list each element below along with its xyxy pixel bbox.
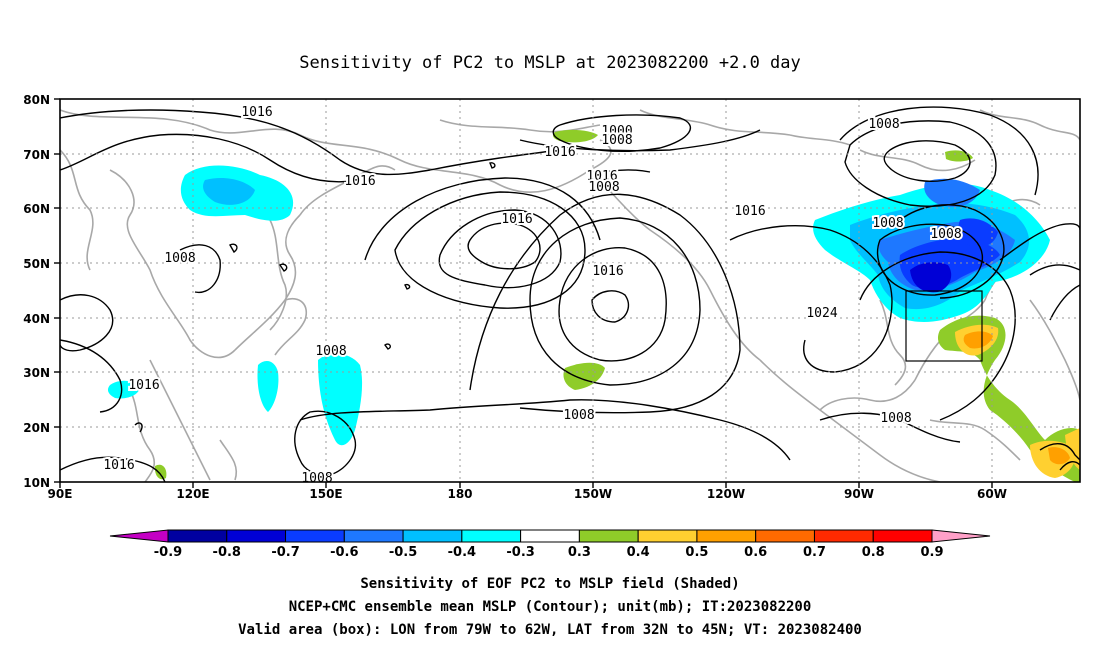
colorbar-label: -0.7 bbox=[271, 545, 299, 560]
contour-label: 1016 bbox=[241, 105, 272, 120]
longitude-labels: 90E 120E 150E 180 150W 120W 90W 60W bbox=[48, 487, 1007, 501]
contour-label: 1016 bbox=[586, 169, 617, 184]
colorbar-min-extension bbox=[109, 529, 169, 543]
colorbar-max-extension bbox=[931, 529, 991, 543]
colorbar-box bbox=[872, 529, 933, 543]
colorbar-box bbox=[285, 529, 345, 543]
colorbar-box bbox=[813, 529, 874, 543]
colorbar: -0.9 -0.8 -0.7 -0.6 -0.5 -0.4 -0.3 0.3 0.4 0.5 0.6… bbox=[109, 529, 991, 560]
contour-label: 1008 bbox=[164, 251, 195, 266]
lat-label: 70N bbox=[23, 148, 50, 162]
colorbar-box bbox=[755, 529, 815, 543]
contour-label: 1008 bbox=[563, 408, 594, 423]
gridlines bbox=[60, 99, 1080, 482]
colorbar-label: -0.9 bbox=[154, 545, 182, 560]
colorbar-label: -0.6 bbox=[330, 545, 358, 560]
lon-label: 180 bbox=[447, 487, 472, 501]
lat-label: 60N bbox=[23, 202, 50, 216]
contour-label: 1008 bbox=[588, 180, 619, 195]
contour-label: 1008 bbox=[930, 227, 961, 242]
colorbar-label: 0.7 bbox=[803, 545, 826, 560]
contour-labels: 1016100010081016101610081016100810161016… bbox=[101, 103, 963, 486]
colorbar-labels: -0.9 -0.8 -0.7 -0.6 -0.5 -0.4 -0.3 0.3 0.4 0.5 0.6… bbox=[154, 545, 944, 560]
latitude-labels: 80N 70N 60N 50N 40N 30N 20N 10N bbox=[23, 93, 50, 490]
lat-label: 10N bbox=[23, 476, 50, 490]
lon-label: 60W bbox=[977, 487, 1007, 501]
contour-label: 1008 bbox=[315, 344, 346, 359]
contour-label: 1016 bbox=[501, 212, 532, 227]
colorbar-label: 0.3 bbox=[568, 545, 591, 560]
lon-label: 120E bbox=[176, 487, 209, 501]
colorbar-box bbox=[696, 529, 757, 543]
lon-label: 90W bbox=[844, 487, 874, 501]
contour-label: 1016 bbox=[344, 174, 375, 189]
lat-label: 30N bbox=[23, 366, 50, 380]
contour-label: 1008 bbox=[872, 216, 903, 231]
colorbar-label: -0.8 bbox=[213, 545, 241, 560]
lon-label: 120W bbox=[707, 487, 745, 501]
contour-label: 1008 bbox=[301, 471, 332, 486]
colorbar-box bbox=[578, 529, 639, 543]
lon-label: 150W bbox=[574, 487, 612, 501]
contour-label: 1016 bbox=[128, 378, 159, 393]
contour-label: 1008 bbox=[868, 117, 899, 132]
colorbar-label: 0.6 bbox=[744, 545, 767, 560]
colorbar-label: -0.3 bbox=[506, 545, 534, 560]
map-panel: 1016100010081016101610081016100810161016… bbox=[23, 93, 1081, 501]
colorbar-box bbox=[402, 529, 463, 543]
colorbar-label: -0.4 bbox=[448, 545, 476, 560]
caption-line-3: Valid area (box): LON from 79W to 62W, L… bbox=[238, 622, 862, 638]
contour-label: 1016 bbox=[103, 458, 134, 473]
lat-label: 50N bbox=[23, 257, 50, 271]
lon-label: 90E bbox=[48, 487, 73, 501]
colorbar-box bbox=[461, 529, 522, 543]
contour-label: 1008 bbox=[601, 133, 632, 148]
lon-label: 150E bbox=[309, 487, 342, 501]
contour-label: 1008 bbox=[880, 411, 911, 426]
colorbar-box bbox=[343, 529, 404, 543]
captions: Sensitivity of EOF PC2 to MSLP field (Sh… bbox=[238, 576, 862, 638]
valid-area-box bbox=[905, 290, 983, 362]
contour-label: 1000 bbox=[601, 124, 632, 139]
colorbar-box bbox=[226, 529, 287, 543]
plot-title: Sensitivity of PC2 to MSLP at 2023082200… bbox=[299, 53, 801, 73]
colorbar-label: 0.4 bbox=[627, 545, 650, 560]
colorbar-label: -0.5 bbox=[389, 545, 417, 560]
caption-line-1: Sensitivity of EOF PC2 to MSLP field (Sh… bbox=[360, 576, 739, 592]
colorbar-box bbox=[637, 529, 698, 543]
contour-label: 1016 bbox=[544, 145, 575, 160]
map-frame bbox=[59, 98, 1081, 483]
colorbar-label: 0.5 bbox=[685, 545, 708, 560]
colorbar-box bbox=[167, 529, 228, 543]
lat-label: 40N bbox=[23, 312, 50, 326]
contour-label: 1016 bbox=[592, 264, 623, 279]
lat-label: 80N bbox=[23, 93, 50, 107]
colorbar-boxes bbox=[109, 529, 991, 543]
contour-label: 1024 bbox=[806, 306, 837, 321]
caption-line-2: NCEP+CMC ensemble mean MSLP (Contour); u… bbox=[289, 599, 812, 615]
lat-label: 20N bbox=[23, 421, 50, 435]
axis-ticks bbox=[54, 98, 993, 488]
positive-sensitivity-shading bbox=[154, 129, 1080, 482]
colorbar-label: 0.9 bbox=[920, 545, 943, 560]
colorbar-box bbox=[520, 529, 580, 543]
colorbar-label: 0.8 bbox=[862, 545, 885, 560]
contour-label: 1016 bbox=[734, 204, 765, 219]
